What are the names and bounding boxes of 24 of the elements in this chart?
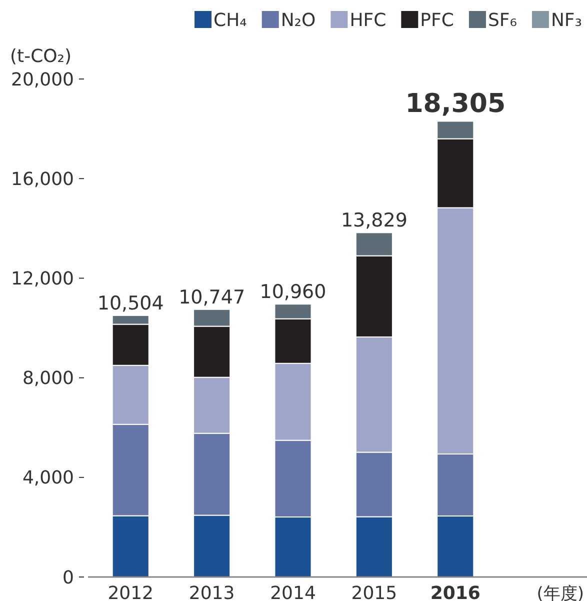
x-tick-label: 2016 (430, 583, 480, 601)
legend-label: N₂O (280, 10, 316, 31)
y-tick-label: 12,000 (11, 268, 74, 290)
x-axis-title: (年度) (536, 584, 584, 601)
y-tick-label: 0 (62, 567, 74, 588)
y-tick-label: 20,000 (11, 69, 74, 90)
y-tick-label: 16,000 (11, 168, 74, 190)
legend-label: CH₄ (214, 10, 247, 31)
x-tick-label: 2012 (108, 583, 154, 601)
y-tick-label: 8,000 (22, 368, 74, 390)
total-label: 13,829 (340, 210, 408, 232)
x-tick-label: 2015 (351, 583, 398, 601)
x-tick-label: 2013 (188, 583, 235, 601)
legend-label: NF₃ (550, 10, 582, 31)
total-label: 18,305 (405, 89, 506, 120)
y-axis-title: (t-CO₂) (10, 46, 72, 67)
legend-label: HFC (350, 10, 386, 31)
legend-label: SF₆ (488, 10, 517, 31)
y-tick-label: 4,000 (22, 468, 74, 489)
total-label: 10,747 (178, 286, 246, 308)
total-label: 10,960 (260, 281, 326, 304)
total-label: 10,504 (97, 292, 164, 314)
x-tick-label: 2014 (270, 583, 316, 601)
legend-label: PFC (420, 10, 454, 31)
